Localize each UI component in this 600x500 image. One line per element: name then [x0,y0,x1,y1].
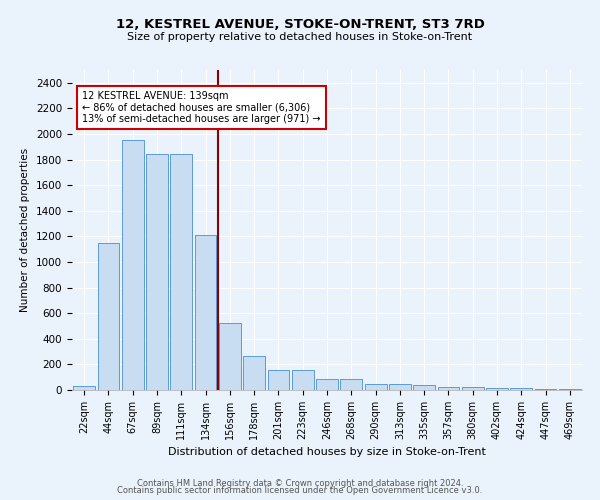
Bar [511,388,532,390]
Bar [97,243,119,390]
Bar [316,379,338,390]
Bar [243,356,265,390]
Text: Contains HM Land Registry data © Crown copyright and database right 2024.: Contains HM Land Registry data © Crown c… [137,478,463,488]
Bar [73,386,95,390]
Bar [170,154,192,390]
Bar [292,370,314,390]
Bar [194,235,217,390]
Text: 12 KESTREL AVENUE: 139sqm
← 86% of detached houses are smaller (6,306)
13% of se: 12 KESTREL AVENUE: 139sqm ← 86% of detac… [82,91,320,124]
Bar [122,140,143,390]
Y-axis label: Number of detached properties: Number of detached properties [20,148,31,312]
Text: Contains public sector information licensed under the Open Government Licence v3: Contains public sector information licen… [118,486,482,495]
Bar [486,388,508,390]
Text: 12, KESTREL AVENUE, STOKE-ON-TRENT, ST3 7RD: 12, KESTREL AVENUE, STOKE-ON-TRENT, ST3 … [116,18,484,30]
Bar [268,370,289,390]
X-axis label: Distribution of detached houses by size in Stoke-on-Trent: Distribution of detached houses by size … [168,448,486,458]
Bar [340,379,362,390]
Bar [462,388,484,390]
Bar [413,385,435,390]
Bar [559,388,581,390]
Bar [365,384,386,390]
Bar [389,384,411,390]
Bar [437,388,460,390]
Bar [535,388,556,390]
Bar [146,154,168,390]
Text: Size of property relative to detached houses in Stoke-on-Trent: Size of property relative to detached ho… [127,32,473,42]
Bar [219,324,241,390]
